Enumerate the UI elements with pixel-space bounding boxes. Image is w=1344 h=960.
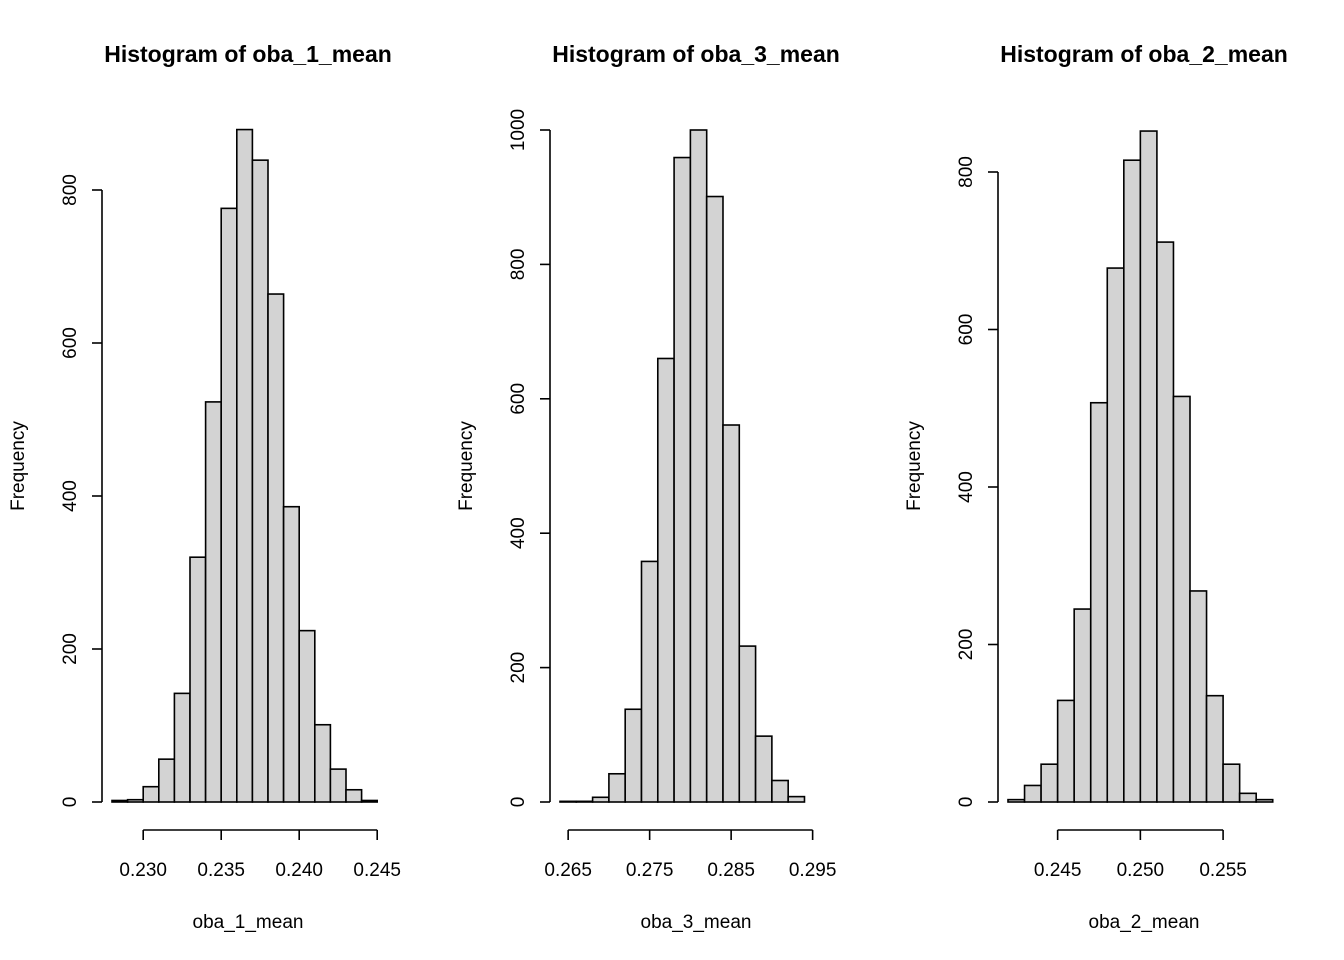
histogram-bar (282, 505, 301, 803)
histogram-bar (1040, 763, 1059, 803)
histogram-bar (1172, 395, 1191, 803)
histogram-bar (267, 293, 285, 803)
histogram-bar (236, 128, 254, 803)
histogram-bar (1189, 590, 1208, 803)
y-tick-label: 0 (60, 797, 81, 808)
histogram-bar (126, 798, 144, 803)
y-tick-label: 400 (508, 517, 529, 549)
y-tick-label: 600 (60, 327, 81, 359)
histogram-bar (1056, 699, 1075, 803)
histogram-bar (559, 800, 578, 803)
histogram-bar (705, 195, 724, 803)
histogram-bar (754, 735, 773, 803)
x-tick-label: 0.230 (119, 860, 167, 881)
x-tick-label: 0.285 (707, 860, 755, 881)
y-tick-label: 400 (60, 480, 81, 512)
histogram-bar (360, 799, 379, 803)
x-tick-label: 0.245 (353, 860, 401, 881)
x-axis-label: oba_2_mean (1089, 912, 1200, 933)
chart-title: Histogram of oba_1_mean (104, 41, 392, 67)
histogram-panel-3: Histogram of oba_2_mean oba_2_mean Frequ… (904, 41, 1288, 933)
histogram-bar (1106, 267, 1125, 803)
histogram-bar (251, 159, 269, 803)
histogram-panel-2: Histogram of oba_3_mean oba_3_mean Frequ… (456, 41, 840, 933)
y-tick-label: 0 (956, 797, 977, 808)
histogram-bar (640, 560, 659, 803)
histogram-bar (1205, 694, 1224, 803)
histogram-bar (689, 129, 708, 803)
y-axis-label: Frequency (8, 421, 29, 511)
y-tick-label: 800 (508, 249, 529, 281)
x-tick-label: 0.240 (275, 860, 323, 881)
histogram-bar (220, 207, 238, 803)
histogram-bar (1238, 792, 1257, 803)
histogram-bar (1139, 130, 1158, 803)
x-tick-label: 0.245 (1034, 860, 1082, 881)
y-tick-label: 400 (956, 471, 977, 503)
histogram-bar (111, 799, 129, 803)
histogram-bar (575, 800, 594, 803)
histogram-bar (345, 788, 363, 803)
histogram-bar (158, 758, 176, 803)
histogram-bar (1123, 159, 1142, 803)
histogram-bar (313, 723, 332, 803)
y-tick-label: 600 (508, 383, 529, 415)
histogram-bar (1222, 763, 1241, 803)
x-tick-label: 0.255 (1199, 860, 1247, 881)
histogram-bar (173, 692, 191, 803)
histogram-bar (142, 785, 160, 803)
histogram-panel-1: Histogram of oba_1_mean oba_1_mean Frequ… (8, 41, 401, 933)
x-tick-label: 0.295 (789, 860, 837, 881)
histogram-bar (298, 629, 316, 803)
histogram-bar (738, 645, 757, 803)
histogram-bar (656, 357, 675, 803)
y-tick-label: 800 (956, 156, 977, 188)
x-tick-label: 0.275 (626, 860, 674, 881)
y-tick-label: 200 (60, 633, 81, 665)
x-axis-label: oba_1_mean (193, 912, 304, 933)
histogram-bar (673, 156, 692, 803)
y-tick-label: 600 (956, 314, 977, 346)
histogram-bar (329, 768, 347, 803)
y-tick-label: 200 (956, 629, 977, 661)
y-axis-label: Frequency (456, 421, 477, 511)
x-tick-label: 0.265 (544, 860, 592, 881)
histogram-bar (189, 556, 207, 803)
y-axis-label: Frequency (904, 421, 925, 511)
x-tick-label: 0.250 (1117, 860, 1165, 881)
y-tick-label: 0 (508, 797, 529, 808)
y-tick-label: 800 (60, 174, 81, 206)
histogram-bar (624, 708, 643, 803)
x-tick-label: 0.235 (197, 860, 245, 881)
histogram-bar (591, 796, 610, 803)
chart-title: Histogram of oba_2_mean (1000, 41, 1288, 67)
histogram-bar (1007, 798, 1026, 803)
chart-title: Histogram of oba_3_mean (552, 41, 840, 67)
y-tick-label: 1000 (508, 109, 529, 151)
y-tick-label: 200 (508, 652, 529, 684)
histogram-bar (204, 401, 223, 803)
histogram-bar (771, 779, 789, 803)
histogram-bar (1255, 798, 1274, 803)
histogram-bar (1089, 401, 1109, 803)
histogram-bar (722, 424, 741, 803)
histogram-bar (787, 795, 806, 803)
histogram-bar (1073, 608, 1092, 803)
histogram-bar (1023, 784, 1042, 803)
histogram-bar (1156, 241, 1175, 803)
x-axis-label: oba_3_mean (641, 912, 752, 933)
histogram-bar (608, 772, 627, 803)
